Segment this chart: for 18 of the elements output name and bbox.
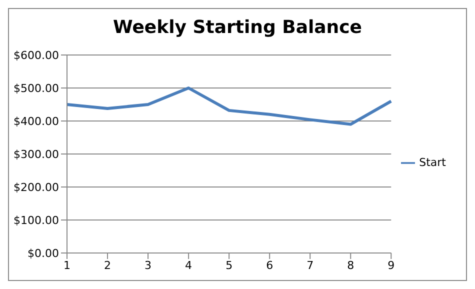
y-tick-label: $500.00 <box>14 82 59 95</box>
y-tick-label: $600.00 <box>14 48 59 62</box>
x-tick-label: 4 <box>185 258 192 272</box>
x-tick-label: 1 <box>64 258 70 272</box>
y-tick-label: $300.00 <box>14 148 59 161</box>
x-tick-label: 8 <box>347 258 354 272</box>
x-tick-label: 5 <box>226 258 233 272</box>
x-tick-label: 6 <box>266 258 274 272</box>
y-tick-label: $200.00 <box>14 180 59 194</box>
x-tick-label: 3 <box>144 258 152 272</box>
chart-title: Weekly Starting Balance <box>112 17 363 40</box>
x-tick-label: 2 <box>104 258 112 272</box>
x-tick-label: 9 <box>388 258 395 272</box>
y-tick-label: $100.00 <box>14 214 59 227</box>
y-tick-label: $0.00 <box>28 246 59 260</box>
x-tick-label: 7 <box>306 258 314 272</box>
y-tick-label: $400.00 <box>14 114 59 128</box>
legend-label: Start <box>419 156 446 170</box>
